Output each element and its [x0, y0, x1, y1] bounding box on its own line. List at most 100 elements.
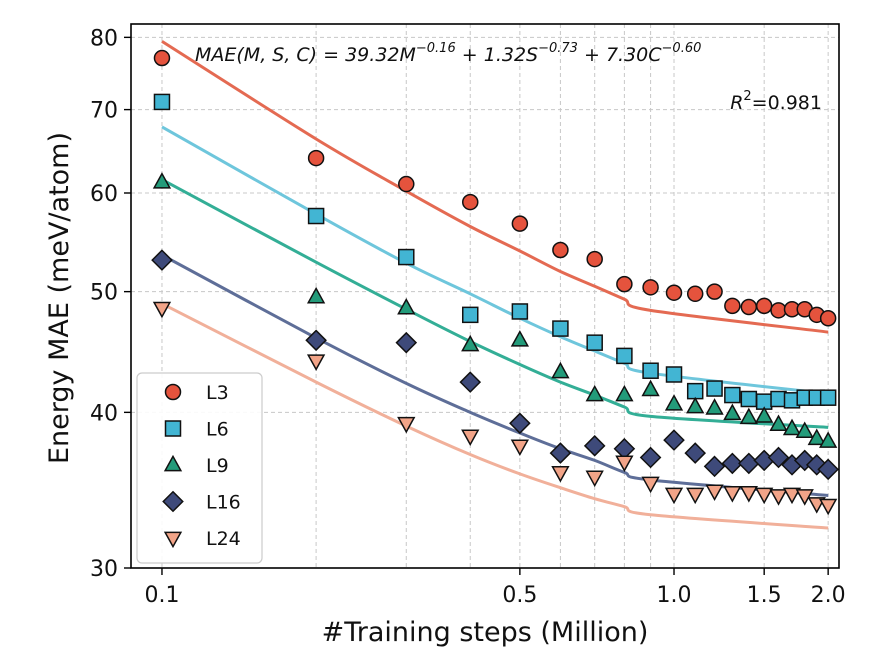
- data-point-l24: [615, 455, 634, 473]
- y-tick-label: 30: [90, 557, 118, 582]
- formula-annotation: MAE(M, S, C) = 39.32M−0.16 + 1.32S−0.73 …: [195, 41, 701, 66]
- data-point-l3: [398, 175, 415, 193]
- data-point-l9: [723, 403, 742, 421]
- data-point-l16: [583, 435, 606, 457]
- legend-box: [136, 372, 263, 564]
- series-l24: [152, 301, 838, 516]
- data-point-l9: [782, 418, 802, 436]
- data-point-l6: [511, 303, 529, 320]
- legend-label-l3: L3: [206, 382, 229, 404]
- data-point-l6: [586, 334, 603, 351]
- data-point-l6: [398, 248, 415, 266]
- data-point-l9: [306, 286, 326, 304]
- data-point-l3: [706, 283, 723, 300]
- data-point-l9: [551, 361, 570, 379]
- legend-marker-l16: [162, 490, 184, 513]
- data-point-l9: [705, 398, 724, 415]
- r-squared-annotation: R2=0.981: [730, 89, 822, 114]
- data-point-l16: [817, 458, 839, 481]
- series-l3: [153, 49, 837, 327]
- data-point-l16: [395, 331, 418, 354]
- series-l6: [153, 93, 837, 410]
- x-axis-title: #Training steps (Million): [322, 617, 649, 648]
- data-point-l16: [151, 249, 173, 271]
- data-point-l16: [767, 446, 790, 469]
- data-point-l16: [684, 442, 707, 464]
- data-point-l6: [616, 347, 633, 365]
- fit-line-l3: [161, 40, 829, 334]
- data-point-l6: [724, 386, 741, 404]
- data-point-l24: [510, 439, 530, 457]
- data-point-l24: [755, 487, 774, 505]
- y-tick-label: 40: [90, 401, 118, 426]
- data-point-l6: [686, 382, 704, 400]
- data-point-l9: [686, 396, 705, 414]
- data-point-l16: [721, 452, 744, 475]
- data-point-l6: [461, 306, 479, 324]
- data-point-l16: [459, 371, 482, 393]
- data-point-l9: [739, 407, 758, 425]
- data-point-l3: [665, 284, 683, 301]
- data-point-l24: [664, 487, 684, 505]
- data-point-l24: [306, 354, 326, 371]
- data-point-l16: [639, 446, 662, 469]
- data-point-l24: [641, 476, 660, 494]
- data-point-l9: [769, 414, 788, 432]
- data-point-l9: [819, 431, 838, 448]
- legend-marker-l9: [163, 454, 183, 472]
- x-tick-label: 0.1: [144, 583, 179, 608]
- x-tick-label: 1.5: [747, 583, 782, 608]
- data-point-l24: [739, 486, 758, 503]
- data-point-l24: [705, 484, 724, 501]
- data-point-l3: [770, 302, 787, 319]
- data-point-l3: [153, 49, 171, 67]
- data-point-l24: [551, 466, 570, 483]
- data-point-l9: [807, 428, 826, 446]
- legend-marker-l6: [164, 420, 182, 437]
- axis-ticks: 0.1 0.5 1.0 1.5 2.0 30 40 50 60 70 80: [90, 26, 846, 608]
- data-point-l6: [665, 366, 683, 383]
- legend-label-l24: L24: [206, 528, 241, 550]
- legend-label-l16: L16: [206, 492, 241, 514]
- data-point-l16: [738, 452, 760, 475]
- plot-frame: [130, 23, 840, 569]
- y-axis-title: Energy MAE (meV/atom): [44, 132, 75, 464]
- data-point-l9: [641, 379, 660, 397]
- data-point-l9: [795, 421, 814, 439]
- data-point-l24: [819, 498, 838, 516]
- data-point-l3: [552, 241, 569, 259]
- data-point-l3: [616, 275, 633, 293]
- data-point-l16: [549, 442, 572, 464]
- data-point-l3: [819, 309, 837, 327]
- data-point-l9: [461, 334, 480, 352]
- data-point-l16: [509, 412, 531, 435]
- y-tick-label: 80: [90, 26, 118, 51]
- y-tick-label: 50: [90, 281, 118, 306]
- data-point-l16: [703, 455, 726, 478]
- data-point-l24: [461, 429, 480, 447]
- data-point-l24: [686, 487, 705, 505]
- x-tick-label: 2.0: [811, 583, 846, 608]
- data-point-l9: [664, 394, 684, 411]
- data-point-l9: [615, 384, 634, 402]
- data-point-l3: [724, 297, 741, 315]
- data-point-l6: [153, 93, 171, 111]
- data-point-l9: [585, 384, 604, 402]
- data-point-l24: [723, 486, 742, 503]
- data-point-l3: [307, 149, 325, 167]
- data-point-l9: [397, 297, 416, 315]
- data-point-l6: [740, 390, 758, 408]
- legend-marker-l24: [163, 531, 183, 549]
- series-l16: [151, 249, 839, 481]
- x-tick-label: 1.0: [657, 583, 692, 608]
- data-point-l24: [769, 489, 788, 506]
- data-point-l24: [782, 487, 802, 505]
- data-point-l16: [305, 329, 327, 352]
- data-point-l16: [663, 429, 685, 451]
- data-point-l3: [511, 215, 529, 232]
- data-point-l9: [755, 406, 774, 423]
- series-l9: [152, 172, 838, 448]
- data-point-l24: [585, 470, 604, 488]
- data-point-l24: [152, 301, 172, 319]
